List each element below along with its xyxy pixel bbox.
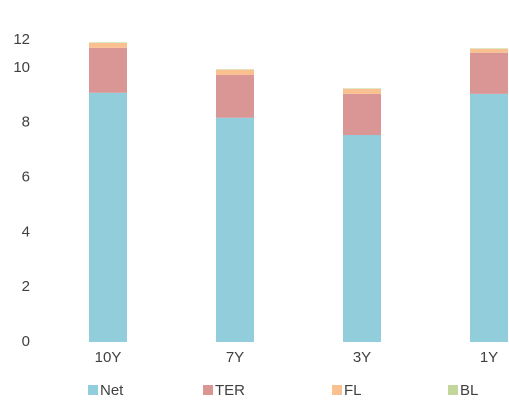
legend-swatch bbox=[332, 385, 342, 395]
bar-segment bbox=[89, 42, 127, 43]
x-tick-label: 1Y bbox=[480, 349, 498, 366]
bar-segment bbox=[470, 52, 508, 94]
legend-label: TER bbox=[215, 382, 245, 399]
x-tick-label: 10Y bbox=[95, 349, 122, 366]
legend-swatch bbox=[448, 385, 458, 395]
legend-swatch bbox=[203, 385, 213, 395]
bar-segment bbox=[89, 92, 127, 342]
x-tick-label: 7Y bbox=[226, 349, 244, 366]
legend-swatch bbox=[88, 385, 98, 395]
bar-segment bbox=[470, 48, 508, 53]
x-tick-label: 3Y bbox=[353, 349, 371, 366]
bar-segment bbox=[343, 88, 381, 89]
legend-label: BL bbox=[460, 382, 478, 399]
bar-segment bbox=[216, 69, 254, 70]
bar-segment bbox=[343, 93, 381, 136]
y-tick-label: 12 bbox=[13, 31, 30, 48]
y-tick-label: 10 bbox=[13, 59, 30, 76]
bar-segment bbox=[216, 74, 254, 118]
bar-segment bbox=[343, 88, 381, 94]
bar-segment bbox=[216, 117, 254, 343]
bar-segment bbox=[89, 47, 127, 93]
legend-label: Net bbox=[100, 382, 124, 399]
y-tick-label: 0 bbox=[22, 333, 30, 350]
y-tick-label: 8 bbox=[22, 114, 30, 131]
bar-segment bbox=[470, 93, 508, 342]
y-tick-label: 2 bbox=[22, 278, 30, 295]
y-tick-label: 6 bbox=[22, 168, 30, 185]
bar-segment bbox=[470, 48, 508, 49]
legend-label: FL bbox=[344, 382, 362, 399]
y-tick-label: 4 bbox=[22, 223, 30, 240]
bar-segment bbox=[89, 42, 127, 48]
bar-segment bbox=[343, 135, 381, 342]
bar-segment bbox=[216, 69, 254, 75]
